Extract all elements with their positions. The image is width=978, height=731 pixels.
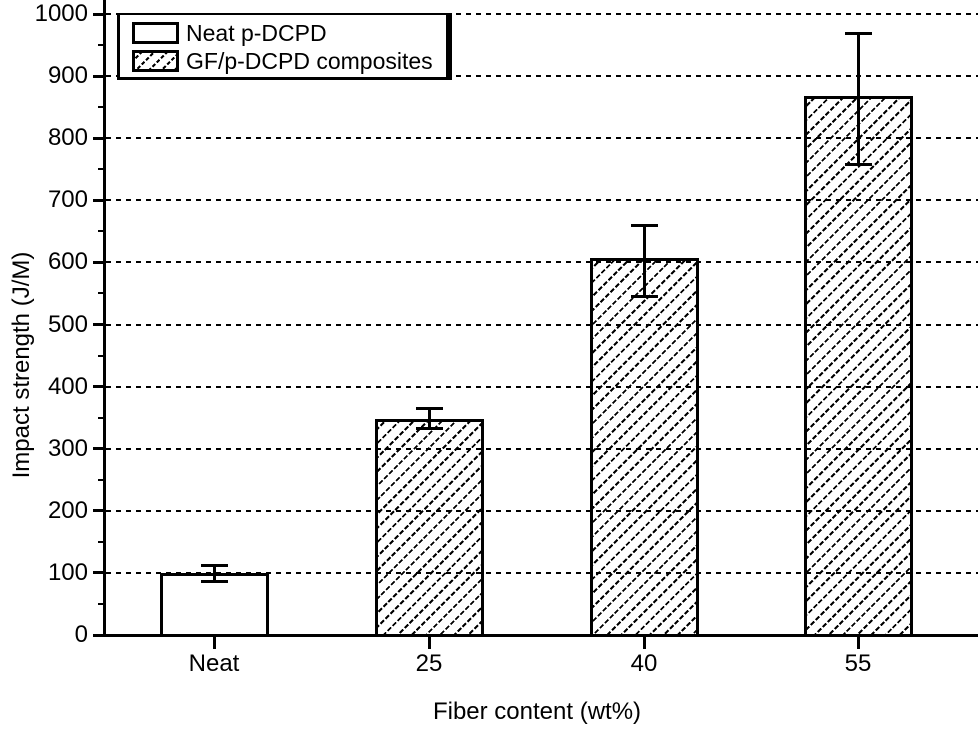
legend-label: Neat p-DCPD: [186, 19, 327, 46]
error-bar-cap-bottom: [630, 294, 658, 298]
x-tick: [212, 637, 216, 649]
y-tick-label: 200: [47, 496, 88, 524]
y-tick-major: [93, 74, 105, 78]
y-tick-label: 500: [47, 310, 88, 338]
y-tick-label: 300: [47, 434, 88, 462]
error-bar-cap-top: [844, 31, 872, 35]
y-tick-minor: [98, 416, 105, 419]
x-tick: [856, 637, 860, 649]
gridline: [106, 75, 978, 78]
y-tick-major: [93, 509, 105, 513]
legend-swatch-solid-white: [132, 21, 179, 44]
y-tick-minor: [98, 230, 105, 233]
error-bar-cap-bottom: [415, 426, 443, 430]
x-tick-label: Neat: [188, 650, 240, 677]
y-tick-label: 700: [47, 186, 88, 214]
bar: [803, 95, 913, 637]
gridline: [106, 199, 978, 202]
error-bar-cap-bottom: [844, 162, 872, 166]
y-axis-line: [103, 0, 106, 637]
y-tick-minor: [98, 168, 105, 171]
error-bar-cap-bottom: [200, 579, 228, 583]
x-axis-line: [103, 634, 978, 637]
y-tick-label: 0: [74, 621, 88, 648]
y-tick-major: [93, 12, 105, 16]
y-tick-minor: [98, 602, 105, 605]
gridline: [106, 385, 978, 388]
y-tick-major: [93, 447, 105, 451]
y-tick-major: [93, 136, 105, 140]
x-axis-title: Fiber content (wt%): [432, 698, 642, 725]
y-tick-major: [93, 571, 105, 575]
legend-entry-neat: Neat p-DCPD: [132, 20, 436, 45]
error-bar-line: [427, 408, 431, 429]
y-tick-minor: [98, 478, 105, 481]
gridline: [106, 137, 978, 140]
y-tick-label: 1000: [34, 0, 88, 27]
y-tick-label: 400: [47, 372, 88, 400]
y-tick-major: [93, 633, 105, 637]
y-tick-major: [93, 260, 105, 264]
y-tick-major: [93, 385, 105, 389]
legend: Neat p-DCPD GF/p-DCPD composites: [117, 13, 452, 80]
legend-entry-composites: GF/p-DCPD composites: [132, 48, 436, 73]
gridline: [106, 323, 978, 326]
legend-swatch-hatched: [132, 49, 179, 72]
y-tick-major: [93, 198, 105, 202]
error-bar-line: [642, 225, 646, 297]
bar: [589, 258, 699, 637]
gridline: [106, 13, 978, 15]
error-bar-line: [856, 32, 860, 165]
y-tick-label: 800: [47, 124, 88, 152]
error-bar-line: [212, 564, 216, 582]
y-tick-label: 600: [47, 248, 88, 276]
y-tick-label: 100: [47, 558, 88, 586]
x-tick-label: 40: [630, 650, 658, 677]
x-tick: [642, 637, 646, 649]
error-bar-cap-top: [415, 407, 443, 411]
gridline: [106, 571, 978, 574]
y-tick-label: 900: [47, 62, 88, 90]
y-tick-minor: [98, 106, 105, 109]
error-bar-cap-top: [630, 224, 658, 228]
legend-label: GF/p-DCPD composites: [186, 47, 433, 74]
error-bar-cap-top: [200, 563, 228, 567]
y-tick-minor: [98, 292, 105, 295]
y-tick-minor: [98, 44, 105, 47]
y-tick-minor: [98, 540, 105, 543]
gridline: [106, 509, 978, 512]
bar: [374, 418, 484, 637]
x-tick-label: 25: [415, 650, 443, 677]
gridline: [106, 447, 978, 450]
gridline: [106, 261, 978, 264]
x-tick: [427, 637, 431, 649]
y-tick-major: [93, 323, 105, 326]
y-tick-minor: [98, 354, 105, 357]
x-tick-label: 55: [844, 650, 872, 677]
